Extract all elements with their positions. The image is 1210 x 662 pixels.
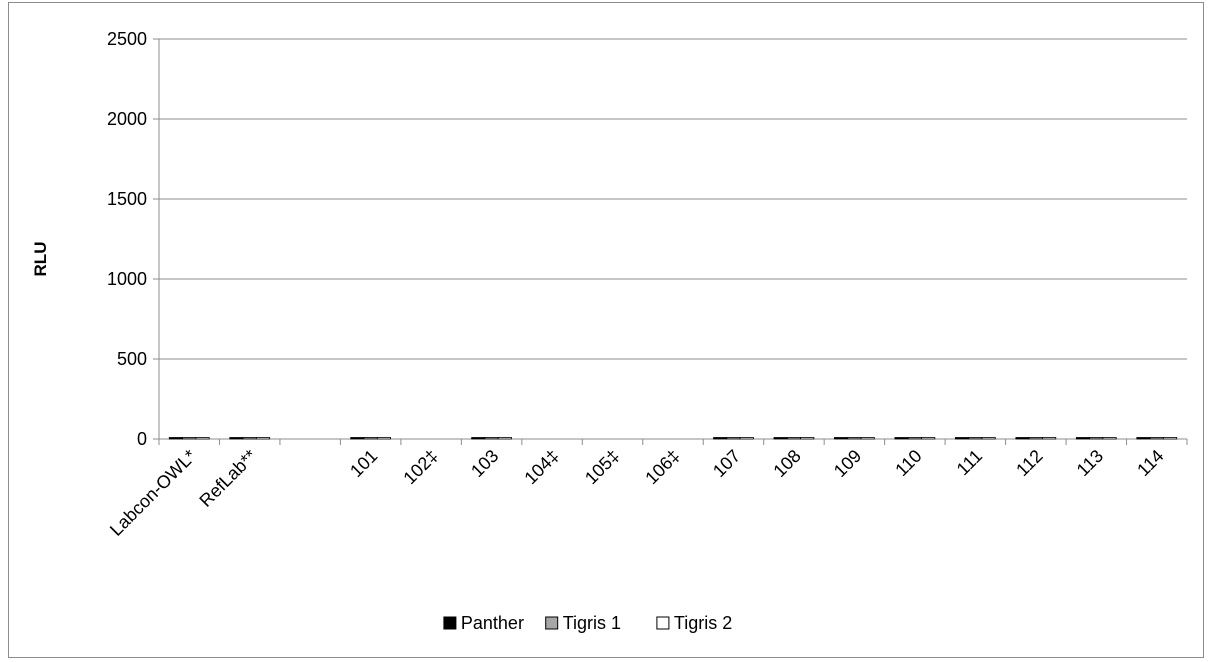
legend-label: Tigris 2: [674, 613, 732, 633]
bar-tigris-1: [847, 437, 862, 440]
y-tick-label: 0: [137, 429, 147, 449]
bar-tigris-2: [255, 437, 271, 440]
bar-tigris-2: [1042, 437, 1057, 440]
bar-panther: [834, 437, 849, 440]
bar-tigris-1: [907, 437, 922, 440]
gridlines: [159, 38, 1187, 360]
legend-swatch-panther: [443, 616, 457, 630]
bar-tigris-1: [968, 437, 983, 440]
y-tick-label: 2000: [107, 109, 147, 129]
bar-tigris-2: [497, 437, 512, 440]
bar-tigris-2: [800, 437, 815, 440]
bars: [168, 437, 1178, 440]
bar-chart: 0 500 1000 1500 2000 2500 Labcon-OWL*RefLab**…: [31, 29, 1188, 633]
bar-tigris-1: [786, 437, 801, 440]
bar-panther: [1015, 437, 1030, 440]
y-tick-label: 500: [117, 349, 147, 369]
bar-tigris-1: [726, 437, 741, 440]
y-tick-label: 1000: [107, 269, 147, 289]
bar-tigris-2: [1102, 437, 1117, 440]
legend-label: Tigris 1: [563, 613, 621, 633]
bar-panther: [954, 437, 970, 440]
x-tick-label: 111: [953, 446, 986, 479]
bar-panther: [168, 437, 183, 440]
x-tick-label: 104‡: [520, 446, 562, 488]
x-tick-label: Labcon-OWL*: [106, 446, 200, 540]
bar-tigris-1: [182, 437, 197, 440]
bar-tigris-2: [739, 437, 754, 440]
legend-label: Panther: [461, 613, 524, 633]
legend-swatch-tigris-1: [545, 616, 559, 630]
bar-panther: [713, 437, 728, 440]
bar-tigris-2: [921, 437, 936, 440]
bar-tigris-2: [195, 437, 210, 440]
bar-tigris-2: [981, 437, 996, 440]
chart-frame: 0 500 1000 1500 2000 2500 Labcon-OWL* RefLab**…: [8, 2, 1204, 658]
bar-panther: [471, 437, 486, 440]
x-tick-label: 105‡: [581, 446, 623, 488]
bar-tigris-2: [1163, 437, 1178, 440]
x-tick-label: 107: [709, 446, 744, 481]
y-tick-labels: 0 500 1000 1500 2000 2500: [107, 29, 147, 449]
bar-tigris-1: [1028, 437, 1043, 440]
bar-tigris-1: [242, 437, 257, 440]
legend-swatch-tigris-2: [656, 616, 670, 630]
bar-panther: [229, 437, 244, 440]
bar-panther: [1136, 437, 1151, 440]
x-tick-label: 101: [346, 446, 381, 481]
bar-panther: [894, 437, 909, 440]
bar-tigris-1: [1089, 437, 1104, 440]
y-tick-label: 1500: [107, 189, 147, 209]
x-tick-label: 114: [1133, 446, 1167, 480]
bar-panther: [1075, 437, 1091, 440]
x-tick-label: RefLab**: [195, 446, 260, 511]
bar-panther: [350, 437, 365, 440]
y-tick-label: 2500: [107, 29, 147, 49]
legend: Panther Tigris 1 Tigris 2: [443, 613, 732, 633]
bar-tigris-1: [1149, 437, 1164, 440]
x-tick-label: 110: [891, 446, 925, 480]
x-tick-label: 112: [1012, 446, 1046, 480]
x-tick-label: 103: [467, 446, 502, 481]
x-tick-label: 109: [830, 446, 865, 481]
x-tick-label: 108: [769, 446, 804, 481]
x-tick-labels: Labcon-OWL*RefLab** 101 102‡ 103 104‡ 105‡ 106…: [106, 446, 1168, 540]
x-tick-label: 113: [1073, 446, 1107, 480]
bar-tigris-2: [376, 437, 392, 440]
axes: [153, 38, 1188, 445]
bar-panther: [773, 437, 788, 440]
bar-tigris-2: [860, 437, 875, 440]
y-axis-label: RLU: [31, 242, 50, 277]
x-tick-label: 106‡: [641, 446, 683, 488]
bar-tigris-1: [484, 437, 499, 440]
x-tick-label: 102‡: [399, 446, 441, 488]
bar-tigris-1: [363, 437, 378, 440]
